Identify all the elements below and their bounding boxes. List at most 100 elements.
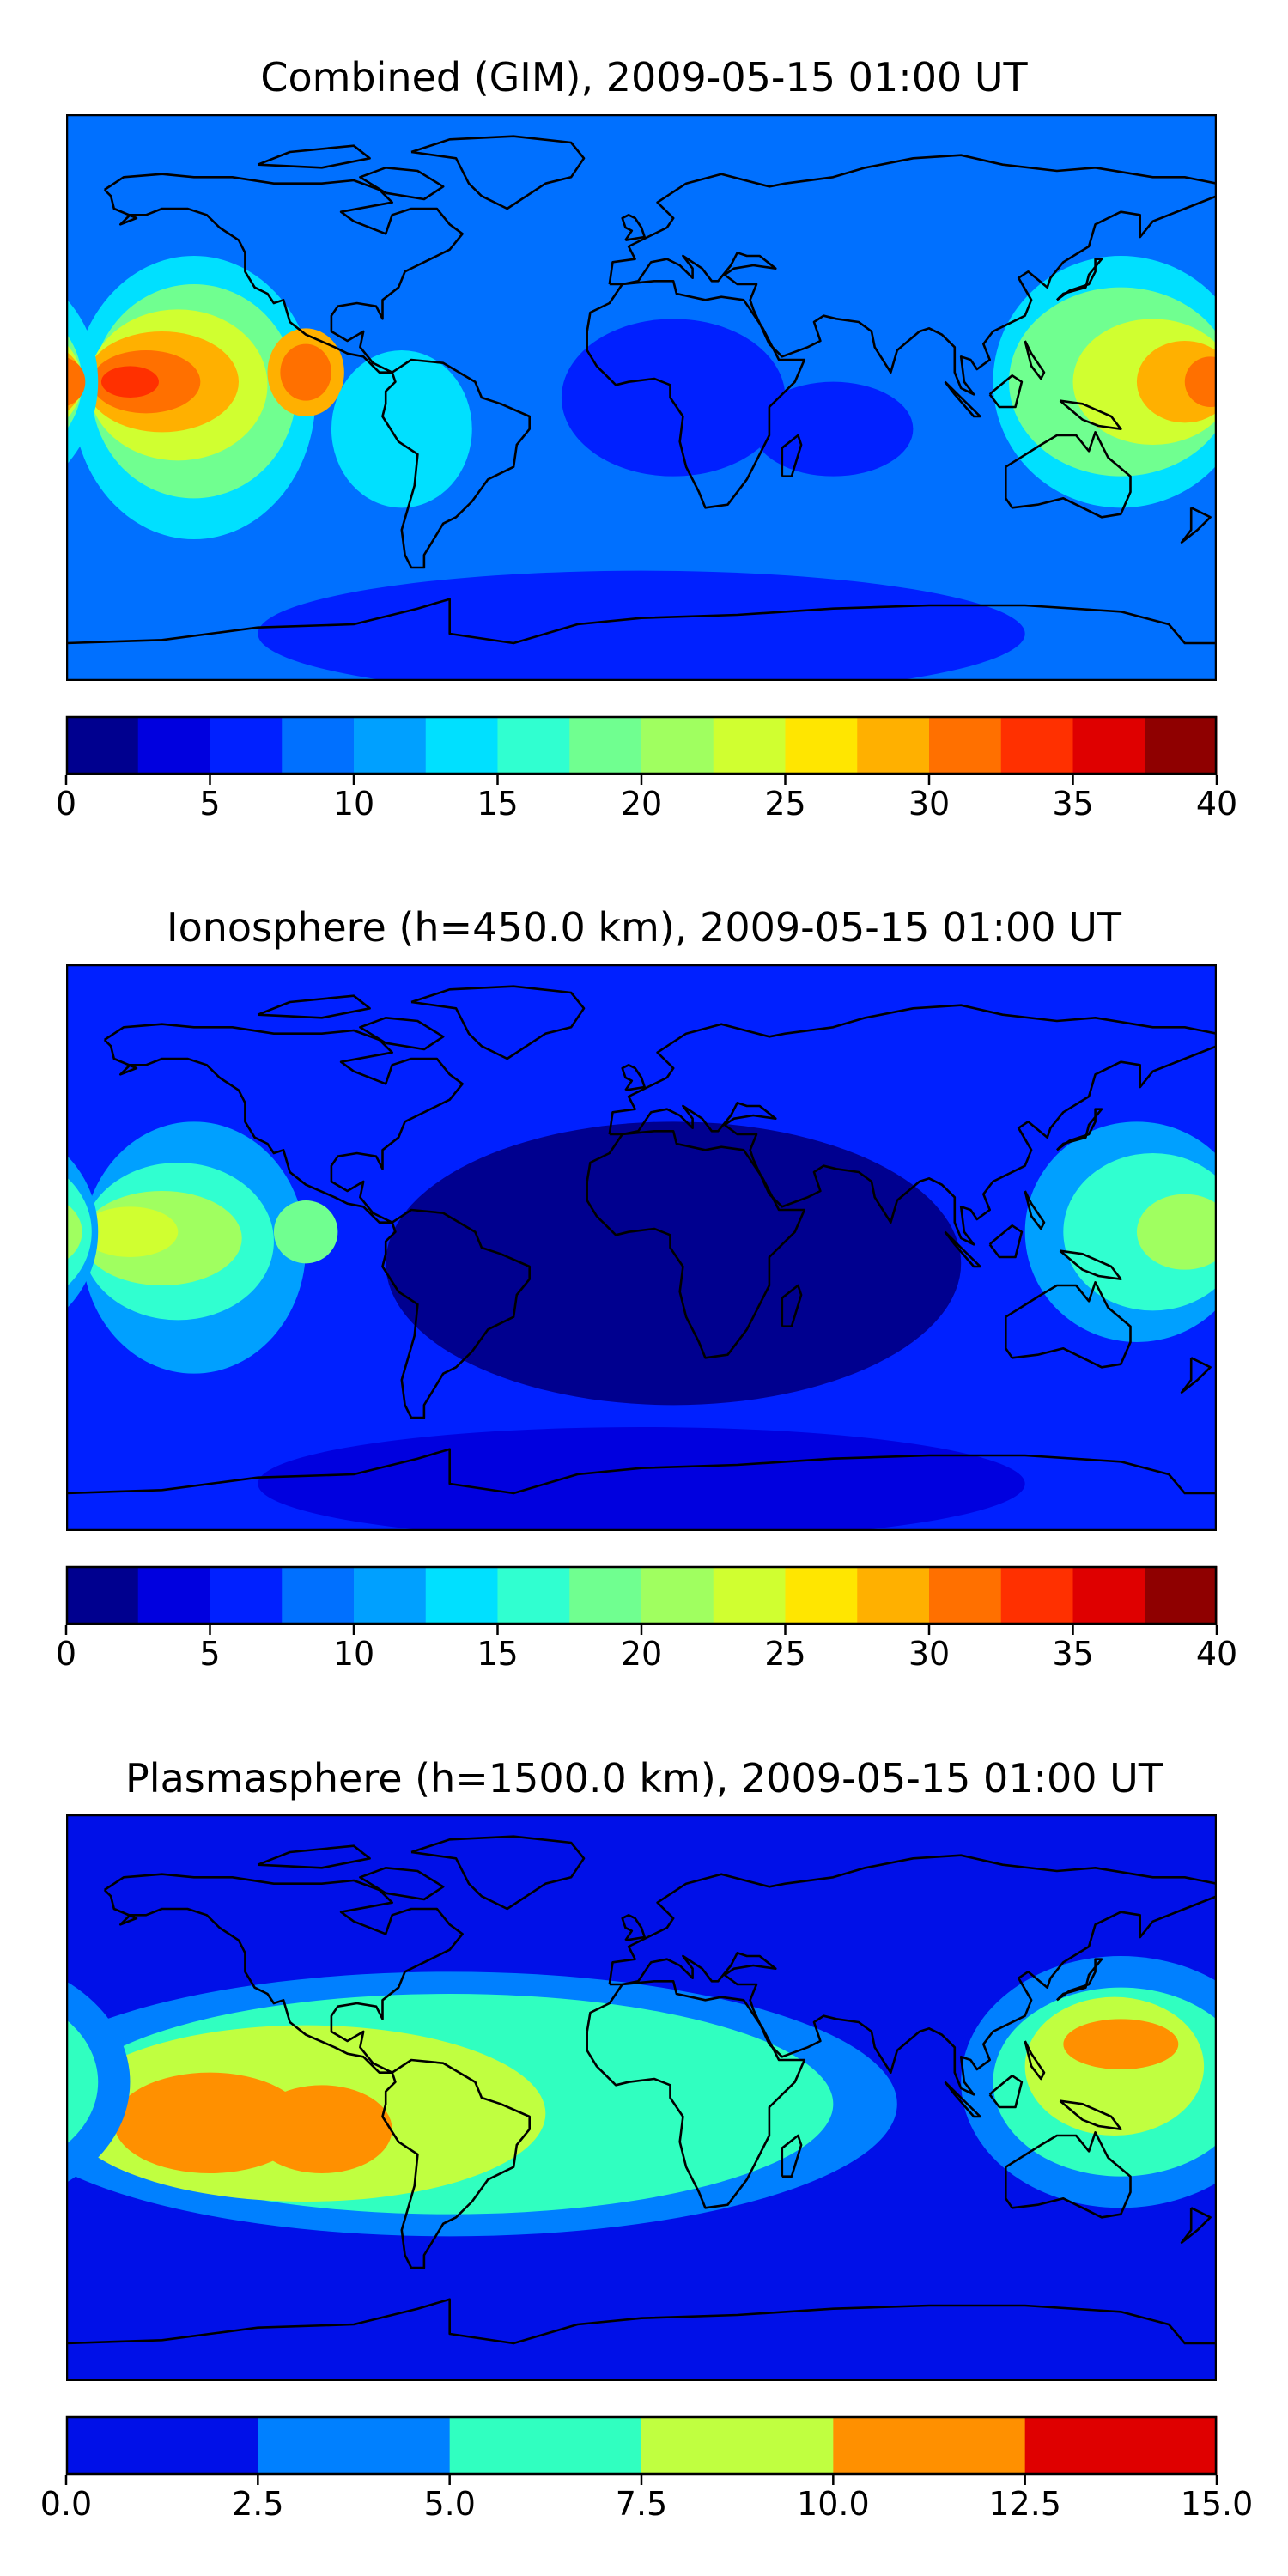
coastline-arctic-islands xyxy=(257,1844,371,1869)
coastline-philippines xyxy=(1024,340,1046,380)
coastline-north-america xyxy=(103,1873,464,2075)
coastline-antarctica xyxy=(66,2298,1217,2362)
coastline-new-guinea xyxy=(1059,2099,1122,2131)
colorbar-tick-label: 15 xyxy=(477,1635,519,1673)
colorbar-segment xyxy=(713,716,786,775)
coastline-eurasia xyxy=(608,1004,1217,1246)
coastline-south-america xyxy=(381,1208,532,1419)
colorbar-segment xyxy=(1145,716,1218,775)
coastline-new-zealand xyxy=(1180,1357,1212,1394)
colorbar-segment xyxy=(497,1566,570,1625)
colorbar-3 xyxy=(64,2415,1218,2485)
colorbar-segment xyxy=(66,2416,258,2475)
contour-region-13 xyxy=(1184,356,1217,407)
colorbar-segment xyxy=(569,1566,642,1625)
coastline-greenland xyxy=(410,985,586,1060)
colorbar-tick-label: 0 xyxy=(55,1635,77,1673)
colorbar-segment xyxy=(929,1566,1002,1625)
coastline-borneo xyxy=(988,1224,1024,1259)
contour-region-8 xyxy=(331,350,472,508)
colorbar-tick-label: 10 xyxy=(332,1635,375,1673)
colorbar-segment xyxy=(497,716,570,775)
coastline-new-guinea xyxy=(1059,399,1122,431)
colorbar-segment xyxy=(569,716,642,775)
colorbar-segment xyxy=(282,1566,355,1625)
coastline-madagascar xyxy=(781,2134,803,2178)
coastline-south-america xyxy=(381,358,532,569)
colorbar-segment xyxy=(929,716,1002,775)
coastline-baffin xyxy=(359,166,445,201)
contour-region-4 xyxy=(82,1206,179,1257)
combined-gim-map xyxy=(66,114,1217,681)
colorbar-segment xyxy=(425,716,498,775)
contour-region-8 xyxy=(1136,1194,1217,1270)
colorbar-segment xyxy=(210,716,283,775)
coastline-new-guinea xyxy=(1059,1249,1122,1281)
contour-region-3 xyxy=(113,2072,307,2173)
coastline-africa xyxy=(586,1130,806,1359)
colorbar-segment xyxy=(425,1566,498,1625)
colorbar-tick-label: 0.0 xyxy=(39,2485,93,2523)
coastline-new-zealand xyxy=(1180,2207,1212,2245)
coastlines xyxy=(66,135,1217,662)
colorbar-segment xyxy=(641,1566,714,1625)
colorbar-segment xyxy=(449,2416,642,2475)
coastline-antarctica xyxy=(66,1448,1217,1512)
coastline-indonesia xyxy=(944,1230,981,1268)
colorbar-segment xyxy=(857,1566,930,1625)
coastline-baffin xyxy=(359,1016,445,1051)
coastlines xyxy=(66,985,1217,1512)
colorbar-segment xyxy=(258,2416,451,2475)
coastline-australia xyxy=(1005,1280,1132,1369)
colorbar-segment xyxy=(785,716,858,775)
panel-1-title: Combined (GIM), 2009-05-15 01:00 UT xyxy=(260,54,1028,100)
contour-region-5 xyxy=(273,1200,338,1264)
colorbar-tick-label: 15.0 xyxy=(1180,2485,1254,2523)
colorbar-tick-label: 25 xyxy=(764,1635,806,1673)
map-frame xyxy=(66,1814,1217,2381)
coastlines xyxy=(66,1835,1217,2362)
contour-region-6 xyxy=(66,2019,99,2145)
coastline-uk xyxy=(621,214,647,241)
coastline-philippines xyxy=(1024,2040,1046,2081)
colorbar-segment xyxy=(641,2416,834,2475)
colorbar-segment xyxy=(354,1566,427,1625)
coastline-australia xyxy=(1005,430,1132,519)
coastline-indonesia xyxy=(944,380,981,418)
colorbar-frame xyxy=(65,715,1218,775)
colorbar-segment xyxy=(282,716,355,775)
coastline-philippines xyxy=(1024,1190,1046,1230)
contour-region-5 xyxy=(100,366,159,398)
contour-region-8 xyxy=(1063,2019,1179,2069)
contour-region-4 xyxy=(251,2085,392,2173)
coastline-arctic-islands xyxy=(257,994,371,1019)
coastline-africa xyxy=(586,1980,806,2209)
panel-3-title: Plasmasphere (h=1500.0 km), 2009-05-15 0… xyxy=(125,1755,1163,1801)
colorbar-tick-label: 25 xyxy=(764,785,806,823)
contour-region-7 xyxy=(280,343,331,401)
coastline-madagascar xyxy=(781,1284,803,1328)
coastline-north-america xyxy=(103,173,464,374)
colorbar-1 xyxy=(64,715,1218,785)
colorbar-tick-label: 10 xyxy=(332,785,375,823)
colorbar-tick-label: 12.5 xyxy=(988,2485,1061,2523)
colorbar-segment xyxy=(833,2416,1026,2475)
coastline-africa xyxy=(586,280,806,509)
colorbar-tick-label: 20 xyxy=(620,1635,663,1673)
plasmasphere-map xyxy=(66,1814,1217,2381)
coastline-greenland xyxy=(410,1835,586,1911)
colorbar-segment xyxy=(857,716,930,775)
coastline-indonesia xyxy=(944,2081,981,2118)
map-frame xyxy=(66,964,1217,1531)
ionosphere-map xyxy=(66,964,1217,1531)
colorbar-tick-label: 35 xyxy=(1052,785,1094,823)
coastline-australia xyxy=(1005,2130,1132,2219)
colorbar-segment xyxy=(641,716,714,775)
coastline-greenland xyxy=(410,135,586,210)
contour-region-8 xyxy=(66,1203,82,1261)
coastline-uk xyxy=(621,1914,647,1941)
coastline-antarctica xyxy=(66,598,1217,662)
panel-2-title: Ionosphere (h=450.0 km), 2009-05-15 01:0… xyxy=(167,904,1121,951)
colorbar-tick-label: 5 xyxy=(199,1635,221,1673)
colorbar-tick-label: 30 xyxy=(908,785,951,823)
